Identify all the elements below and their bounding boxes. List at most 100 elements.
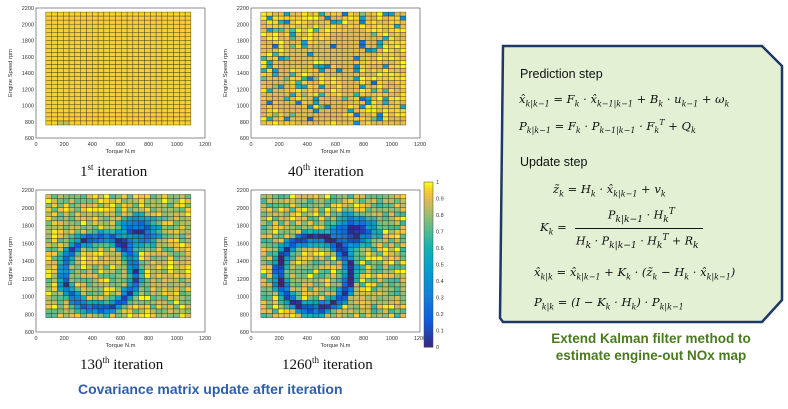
heatmap-cell <box>45 44 52 49</box>
heatmap-cell <box>330 88 337 93</box>
heatmap-cell <box>179 308 186 314</box>
heatmap-cell <box>324 273 331 279</box>
heatmap-cell <box>167 277 174 283</box>
heatmap-cell <box>51 313 58 318</box>
heatmap-cell <box>109 28 116 33</box>
heatmap-cell <box>184 225 192 230</box>
heatmap-cell <box>57 313 64 318</box>
heatmap-cell <box>161 282 168 288</box>
heatmap-cell <box>347 238 354 244</box>
heatmap-cell <box>80 313 87 318</box>
heatmap-cell <box>278 229 285 235</box>
heatmap-cell <box>283 291 291 296</box>
heatmap-cell <box>376 88 383 93</box>
heatmap-cell <box>51 247 58 252</box>
colorbar-segment <box>424 300 433 304</box>
heatmap-cell <box>74 255 81 261</box>
heatmap-cell <box>336 100 343 106</box>
heatmap-cell <box>336 48 343 53</box>
heatmap-cell <box>289 104 296 110</box>
heatmap-cell <box>376 19 383 25</box>
heatmap-cell <box>295 233 302 239</box>
heatmap-cell <box>103 32 110 37</box>
heatmap-cell <box>399 216 407 222</box>
heatmap-cell <box>394 308 401 314</box>
heatmap-cell <box>92 260 99 266</box>
heatmap-cell <box>318 23 325 29</box>
heatmap-cell <box>184 198 192 204</box>
heatmap-cell <box>353 44 360 49</box>
heatmap-cell <box>330 15 337 21</box>
heatmap-cell <box>266 269 273 274</box>
heatmap-cell <box>80 282 87 288</box>
heatmap-cell <box>92 304 99 310</box>
heatmap-cell <box>295 11 302 17</box>
heatmap-cell <box>86 80 93 85</box>
heatmap-cell <box>359 308 366 314</box>
heatmap-cell <box>126 291 134 296</box>
heatmap-cell <box>161 60 168 65</box>
colorbar-segment <box>424 201 433 205</box>
heatmap-cell <box>126 238 134 244</box>
heatmap-cell <box>51 116 58 122</box>
heatmap-cell <box>92 112 99 118</box>
y-tick-label: 2200 <box>237 6 249 12</box>
heatmap-cell <box>272 255 279 261</box>
heatmap-cell <box>353 28 360 33</box>
heatmap-cell <box>307 80 314 85</box>
heatmap-cell <box>399 286 407 292</box>
heatmap-cell <box>394 260 401 266</box>
heatmap-cell <box>382 32 389 37</box>
heatmap-cell <box>138 19 145 25</box>
heatmap-cell <box>324 220 331 226</box>
heatmap-cell <box>63 295 70 301</box>
heatmap-cell <box>63 269 70 274</box>
heatmap-cell <box>51 233 58 239</box>
heatmap-cell <box>347 40 354 45</box>
heatmap-cell <box>330 203 337 208</box>
heatmap-cell <box>173 120 180 126</box>
heatmap-cell <box>260 300 267 305</box>
heatmap-cell <box>173 286 180 292</box>
heatmap-cell <box>150 233 157 239</box>
heatmap-cell <box>388 225 395 230</box>
heatmap-cell <box>295 52 302 57</box>
heatmap-cell <box>57 291 64 296</box>
heatmap-cell <box>167 264 174 270</box>
heatmap-cell <box>341 48 349 53</box>
heatmap-cell <box>301 52 308 57</box>
heatmap-cell <box>51 100 58 106</box>
heatmap-cell <box>80 52 87 57</box>
heatmap-cell <box>347 28 354 33</box>
heatmap-cell <box>144 112 151 118</box>
y-tick-label: 800 <box>240 312 249 318</box>
heatmap-cell <box>86 108 93 114</box>
heatmap-cell <box>278 40 285 45</box>
heatmap-cell <box>126 313 134 318</box>
heatmap-cell <box>289 313 296 318</box>
heatmap-cell <box>132 220 139 226</box>
heatmap-cell <box>260 19 267 25</box>
heatmap-cell <box>115 198 122 204</box>
heatmap-cell <box>103 92 110 97</box>
heatmap-cell <box>272 68 279 73</box>
heatmap-cell <box>155 104 163 110</box>
heatmap-cell <box>376 92 383 97</box>
heatmap-cell <box>184 260 192 266</box>
heatmap-cell <box>266 277 273 283</box>
heatmap-cell <box>283 229 291 235</box>
heatmap-cell <box>173 64 180 69</box>
heatmap-cell <box>103 282 110 288</box>
heatmap-cell <box>45 108 52 114</box>
heatmap-cell <box>272 211 279 217</box>
x-tick-label: 200 <box>60 336 69 342</box>
heatmap-cell <box>45 203 52 208</box>
heatmap-cell <box>167 84 174 89</box>
heatmap-panel-2: 0 200 400 600 800 1000 1200 2200 2000 1800 1600 140… <box>215 0 430 160</box>
heatmap-cell <box>74 15 81 21</box>
colorbar-segment <box>424 270 433 274</box>
heatmap-cell <box>126 304 134 310</box>
heatmap-cell <box>260 282 267 288</box>
heatmap-cell <box>312 108 320 114</box>
heatmap-cell <box>312 295 320 301</box>
